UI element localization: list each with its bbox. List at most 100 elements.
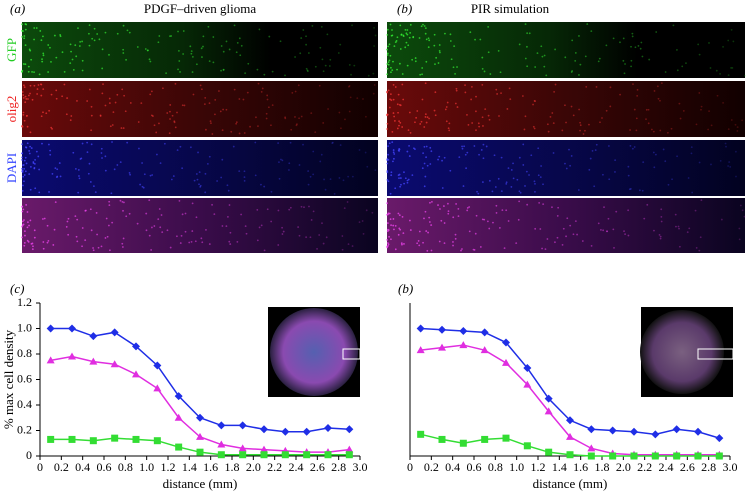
- cell: [343, 207, 346, 210]
- cell: [408, 36, 411, 39]
- cell: [342, 179, 345, 182]
- cell: [406, 64, 409, 67]
- cell: [695, 123, 698, 126]
- marker: [153, 361, 162, 370]
- cell: [471, 122, 474, 124]
- cell: [422, 241, 424, 244]
- cell: [295, 124, 298, 127]
- cell: [77, 191, 80, 194]
- cell: [530, 154, 533, 157]
- cell: [730, 119, 733, 121]
- inset-box: [697, 348, 734, 360]
- marker: [502, 338, 510, 347]
- cell: [448, 122, 451, 125]
- cell: [408, 111, 411, 114]
- cell: [21, 205, 24, 208]
- cell: [372, 92, 375, 95]
- cell: [184, 212, 187, 215]
- cell: [386, 67, 389, 70]
- cell: [178, 199, 181, 202]
- cell: [492, 221, 494, 224]
- cell: [708, 42, 710, 44]
- cell: [402, 98, 405, 101]
- cell: [174, 82, 177, 85]
- cell: [119, 199, 122, 202]
- cell: [229, 231, 232, 234]
- cell: [34, 158, 36, 161]
- cell: [708, 110, 710, 113]
- cell: [595, 86, 598, 88]
- cell: [104, 31, 107, 34]
- cell: [533, 127, 536, 130]
- y-tick-label: 0.8: [17, 346, 32, 360]
- marker: [630, 427, 638, 436]
- inset-image: [270, 308, 358, 396]
- cell: [47, 44, 50, 46]
- cell: [101, 67, 104, 70]
- cell: [655, 31, 658, 33]
- cell: [424, 113, 427, 116]
- cell: [401, 243, 403, 246]
- cell: [386, 238, 388, 241]
- cell: [265, 117, 268, 120]
- micrograph: [22, 22, 378, 78]
- cell: [523, 128, 526, 131]
- cell: [189, 146, 192, 149]
- marker: [544, 394, 553, 403]
- cell: [534, 66, 537, 68]
- cell: [183, 104, 186, 107]
- cell: [719, 72, 721, 75]
- cell: [191, 202, 194, 205]
- cell: [660, 82, 663, 85]
- cell: [386, 52, 389, 55]
- cell: [582, 133, 585, 135]
- cell: [149, 174, 152, 177]
- marker: [608, 426, 617, 435]
- cell: [47, 71, 50, 73]
- marker: [132, 342, 140, 351]
- cell: [464, 91, 467, 94]
- cell: [605, 44, 608, 47]
- cell: [418, 37, 421, 39]
- cell: [86, 100, 89, 102]
- marker: [438, 435, 446, 443]
- panel-label: (b): [398, 281, 413, 296]
- cell: [48, 109, 51, 112]
- marker: [651, 430, 660, 439]
- cell: [427, 231, 429, 234]
- cell: [590, 30, 593, 33]
- cell: [27, 221, 29, 224]
- cell: [691, 191, 694, 194]
- cell: [579, 129, 581, 132]
- marker: [715, 434, 724, 443]
- cell: [33, 71, 35, 74]
- cell: [29, 188, 32, 191]
- cell: [537, 174, 540, 177]
- cell: [104, 104, 107, 107]
- cell: [710, 163, 712, 166]
- cell: [545, 74, 548, 77]
- cell: [157, 41, 160, 44]
- cell: [423, 162, 426, 165]
- cell: [489, 73, 492, 75]
- cell: [153, 225, 156, 227]
- cell: [249, 125, 251, 128]
- cell: [632, 83, 634, 86]
- cell: [392, 98, 395, 101]
- cell: [391, 141, 394, 144]
- marker: [416, 346, 425, 354]
- cell: [39, 83, 42, 86]
- micrograph: [387, 198, 745, 253]
- cell: [288, 169, 290, 171]
- cell: [532, 103, 534, 106]
- cell: [288, 208, 291, 211]
- cell: [65, 113, 68, 116]
- cell: [51, 173, 54, 175]
- cell: [399, 24, 402, 27]
- cell: [54, 167, 57, 170]
- cell: [526, 203, 529, 206]
- cell: [220, 69, 222, 72]
- cell: [562, 227, 565, 230]
- cell: [365, 115, 367, 118]
- cell: [736, 130, 739, 132]
